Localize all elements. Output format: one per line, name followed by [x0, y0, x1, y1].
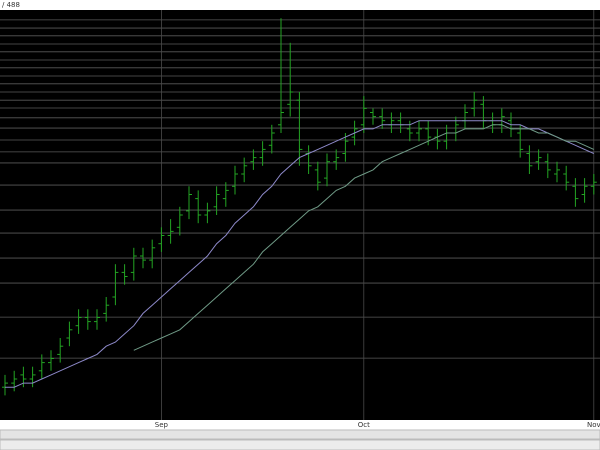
scrollbar[interactable] — [0, 429, 600, 440]
moving-average-line — [133, 124, 595, 351]
chart-title: / 488 — [2, 1, 20, 9]
x-axis-strip — [0, 420, 600, 430]
grid — [0, 10, 600, 420]
x-tick-label: Oct — [358, 421, 370, 429]
x-tick-label: Sep — [155, 421, 169, 429]
moving-average-line — [5, 120, 595, 388]
x-tick-label: Nov — [587, 421, 600, 429]
marks — [2, 18, 597, 396]
title-bar — [0, 0, 600, 10]
plot-area — [0, 10, 600, 420]
status-bar — [0, 439, 600, 450]
